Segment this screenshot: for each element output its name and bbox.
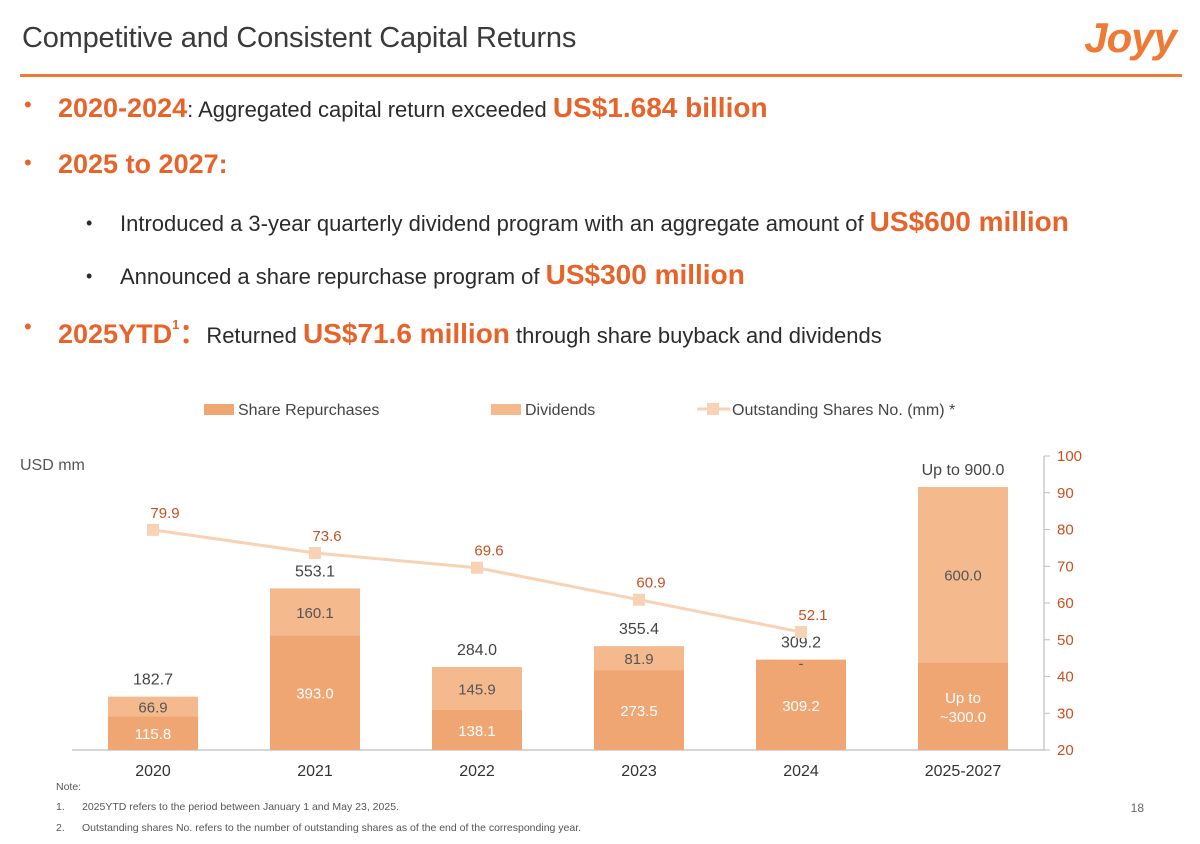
bullet-separator: ： — [179, 319, 207, 349]
bullet-2025-2027: 2025 to 2027: — [58, 149, 228, 180]
bar-dividends — [270, 588, 360, 636]
line-marker-outstanding-shares — [471, 561, 483, 574]
bullet-highlight: 2025YTD1 — [58, 317, 180, 349]
right-axis-tick-label: 20 — [1057, 742, 1074, 759]
sub-bullet-dividend-program: Introduced a 3-year quarterly dividend p… — [120, 206, 1069, 238]
right-axis-tick-label: 40 — [1057, 669, 1074, 686]
bar-label-share-repurchases: 115.8 — [135, 726, 171, 743]
note-text: Outstanding shares No. refers to the num… — [82, 822, 582, 834]
x-axis-tick-label: 2020 — [135, 763, 171, 780]
note-number: 1. — [56, 801, 65, 813]
page-number: 18 — [1130, 801, 1144, 815]
bar-total-label: 553.1 — [295, 563, 335, 580]
legend-marker-outstanding-shares — [707, 403, 719, 415]
line-marker-outstanding-shares — [633, 593, 645, 606]
line-marker-outstanding-shares — [147, 523, 159, 536]
bullet-dot: • — [24, 92, 32, 117]
sub-bullet-dot: • — [86, 213, 93, 233]
right-axis-tick-label: 30 — [1057, 705, 1074, 722]
legend-label-outstanding-shares: Outstanding Shares No. (mm) * — [732, 402, 955, 419]
sub-bullet-repurchase-program: Announced a share repurchase program of … — [120, 259, 745, 291]
bar-label-dividends: 145.9 — [458, 681, 496, 698]
right-axis-tick-label: 100 — [1057, 448, 1082, 465]
bullet-text: Announced a share repurchase program of — [120, 264, 546, 289]
x-axis-tick-label: 2023 — [621, 763, 657, 780]
bullet-2025ytd: 2025YTD1：Returned US$71.6 million throug… — [58, 312, 882, 351]
bullet-text: through share buyback and dividends — [509, 323, 882, 348]
bar-total-label: 284.0 — [457, 642, 497, 659]
bullet-highlight: 2025 to 2027: — [58, 149, 228, 179]
right-axis-tick-label: 90 — [1057, 485, 1074, 502]
bullet-text: : Aggregated capital return exceeded — [187, 97, 553, 122]
line-marker-outstanding-shares — [309, 547, 321, 560]
footnote-marker: 1 — [172, 317, 180, 332]
bar-share-repurchases — [594, 670, 684, 750]
note-number: 2. — [56, 822, 65, 834]
bullet-value: US$71.6 million — [302, 318, 510, 349]
ytd-label: 2025YTD — [58, 319, 173, 349]
bar-dividends — [594, 646, 684, 671]
bar-share-repurchases — [270, 635, 360, 750]
bar-label-share-repurchases: ~300.0 — [940, 709, 986, 726]
bar-label-dividends: 66.9 — [138, 699, 167, 716]
x-axis-tick-label: 2025-2027 — [925, 763, 1002, 780]
right-axis-tick-label: 80 — [1057, 522, 1074, 539]
bar-total-label: Up to 900.0 — [922, 462, 1005, 479]
legend-label-share-repurchases: Share Repurchases — [238, 402, 379, 419]
bar-share-repurchases — [918, 662, 1008, 750]
line-data-label: 52.1 — [798, 607, 827, 624]
bar-label-share-repurchases: Up to — [945, 690, 981, 707]
x-axis-tick-label: 2021 — [297, 763, 333, 780]
bullet-value: US$600 million — [869, 206, 1069, 237]
bar-share-repurchases — [432, 709, 522, 750]
x-axis-tick-label: 2022 — [459, 763, 495, 780]
bullet-2020-2024: 2020-2024: Aggregated capital return exc… — [58, 92, 768, 124]
header-divider — [20, 74, 1182, 77]
bar-total-label: 182.7 — [133, 672, 173, 689]
bar-dividends — [108, 696, 198, 717]
bar-dividends — [432, 667, 522, 710]
right-axis-tick-label: 60 — [1057, 595, 1074, 612]
x-axis-tick-label: 2024 — [783, 763, 819, 780]
joyy-logo: Joyy — [1084, 14, 1177, 61]
line-data-label: 60.9 — [636, 575, 665, 592]
note-heading: Note: — [56, 781, 82, 793]
right-axis-tick-label: 70 — [1057, 558, 1074, 575]
legend-swatch-dividends — [491, 404, 521, 415]
bullet-text: Returned — [206, 323, 303, 348]
sub-bullet-dot: • — [86, 266, 93, 286]
bar-share-repurchases — [108, 716, 198, 750]
bullet-dot: • — [24, 150, 32, 175]
legend-label-dividends: Dividends — [525, 402, 595, 419]
line-data-label: 79.9 — [150, 505, 179, 522]
right-axis-tick-label: 50 — [1057, 632, 1074, 649]
bar-share-repurchases — [756, 659, 846, 750]
legend-swatch-share-repurchases — [204, 404, 234, 415]
page-title: Competitive and Consistent Capital Retur… — [22, 22, 577, 54]
bullet-text: Introduced a 3-year quarterly dividend p… — [120, 211, 870, 236]
bar-label-dividends: 81.9 — [624, 651, 653, 668]
bar-label-share-repurchases: 273.5 — [620, 703, 658, 720]
bar-label-dividends: - — [799, 656, 804, 673]
note-text: 2025YTD refers to the period between Jan… — [82, 801, 399, 813]
bar-label-dividends: 160.1 — [296, 605, 334, 622]
bar-total-label: 355.4 — [619, 621, 659, 638]
bullet-value: US$300 million — [545, 259, 745, 290]
line-marker-outstanding-shares — [795, 626, 807, 639]
bar-total-label: 309.2 — [781, 635, 821, 652]
line-data-label: 69.6 — [474, 543, 503, 560]
bullet-dot: • — [24, 314, 32, 339]
bar-label-share-repurchases: 138.1 — [458, 723, 496, 740]
bar-label-share-repurchases: 309.2 — [782, 698, 820, 715]
line-data-label: 73.6 — [312, 528, 341, 545]
y-axis-unit-label: USD mm — [20, 457, 85, 474]
bar-label-share-repurchases: 393.0 — [296, 686, 334, 703]
bullet-value: US$1.684 billion — [552, 92, 768, 123]
bar-dividends — [918, 487, 1008, 663]
bar-label-dividends: 600.0 — [944, 568, 982, 585]
bullet-highlight: 2020-2024 — [58, 93, 188, 123]
